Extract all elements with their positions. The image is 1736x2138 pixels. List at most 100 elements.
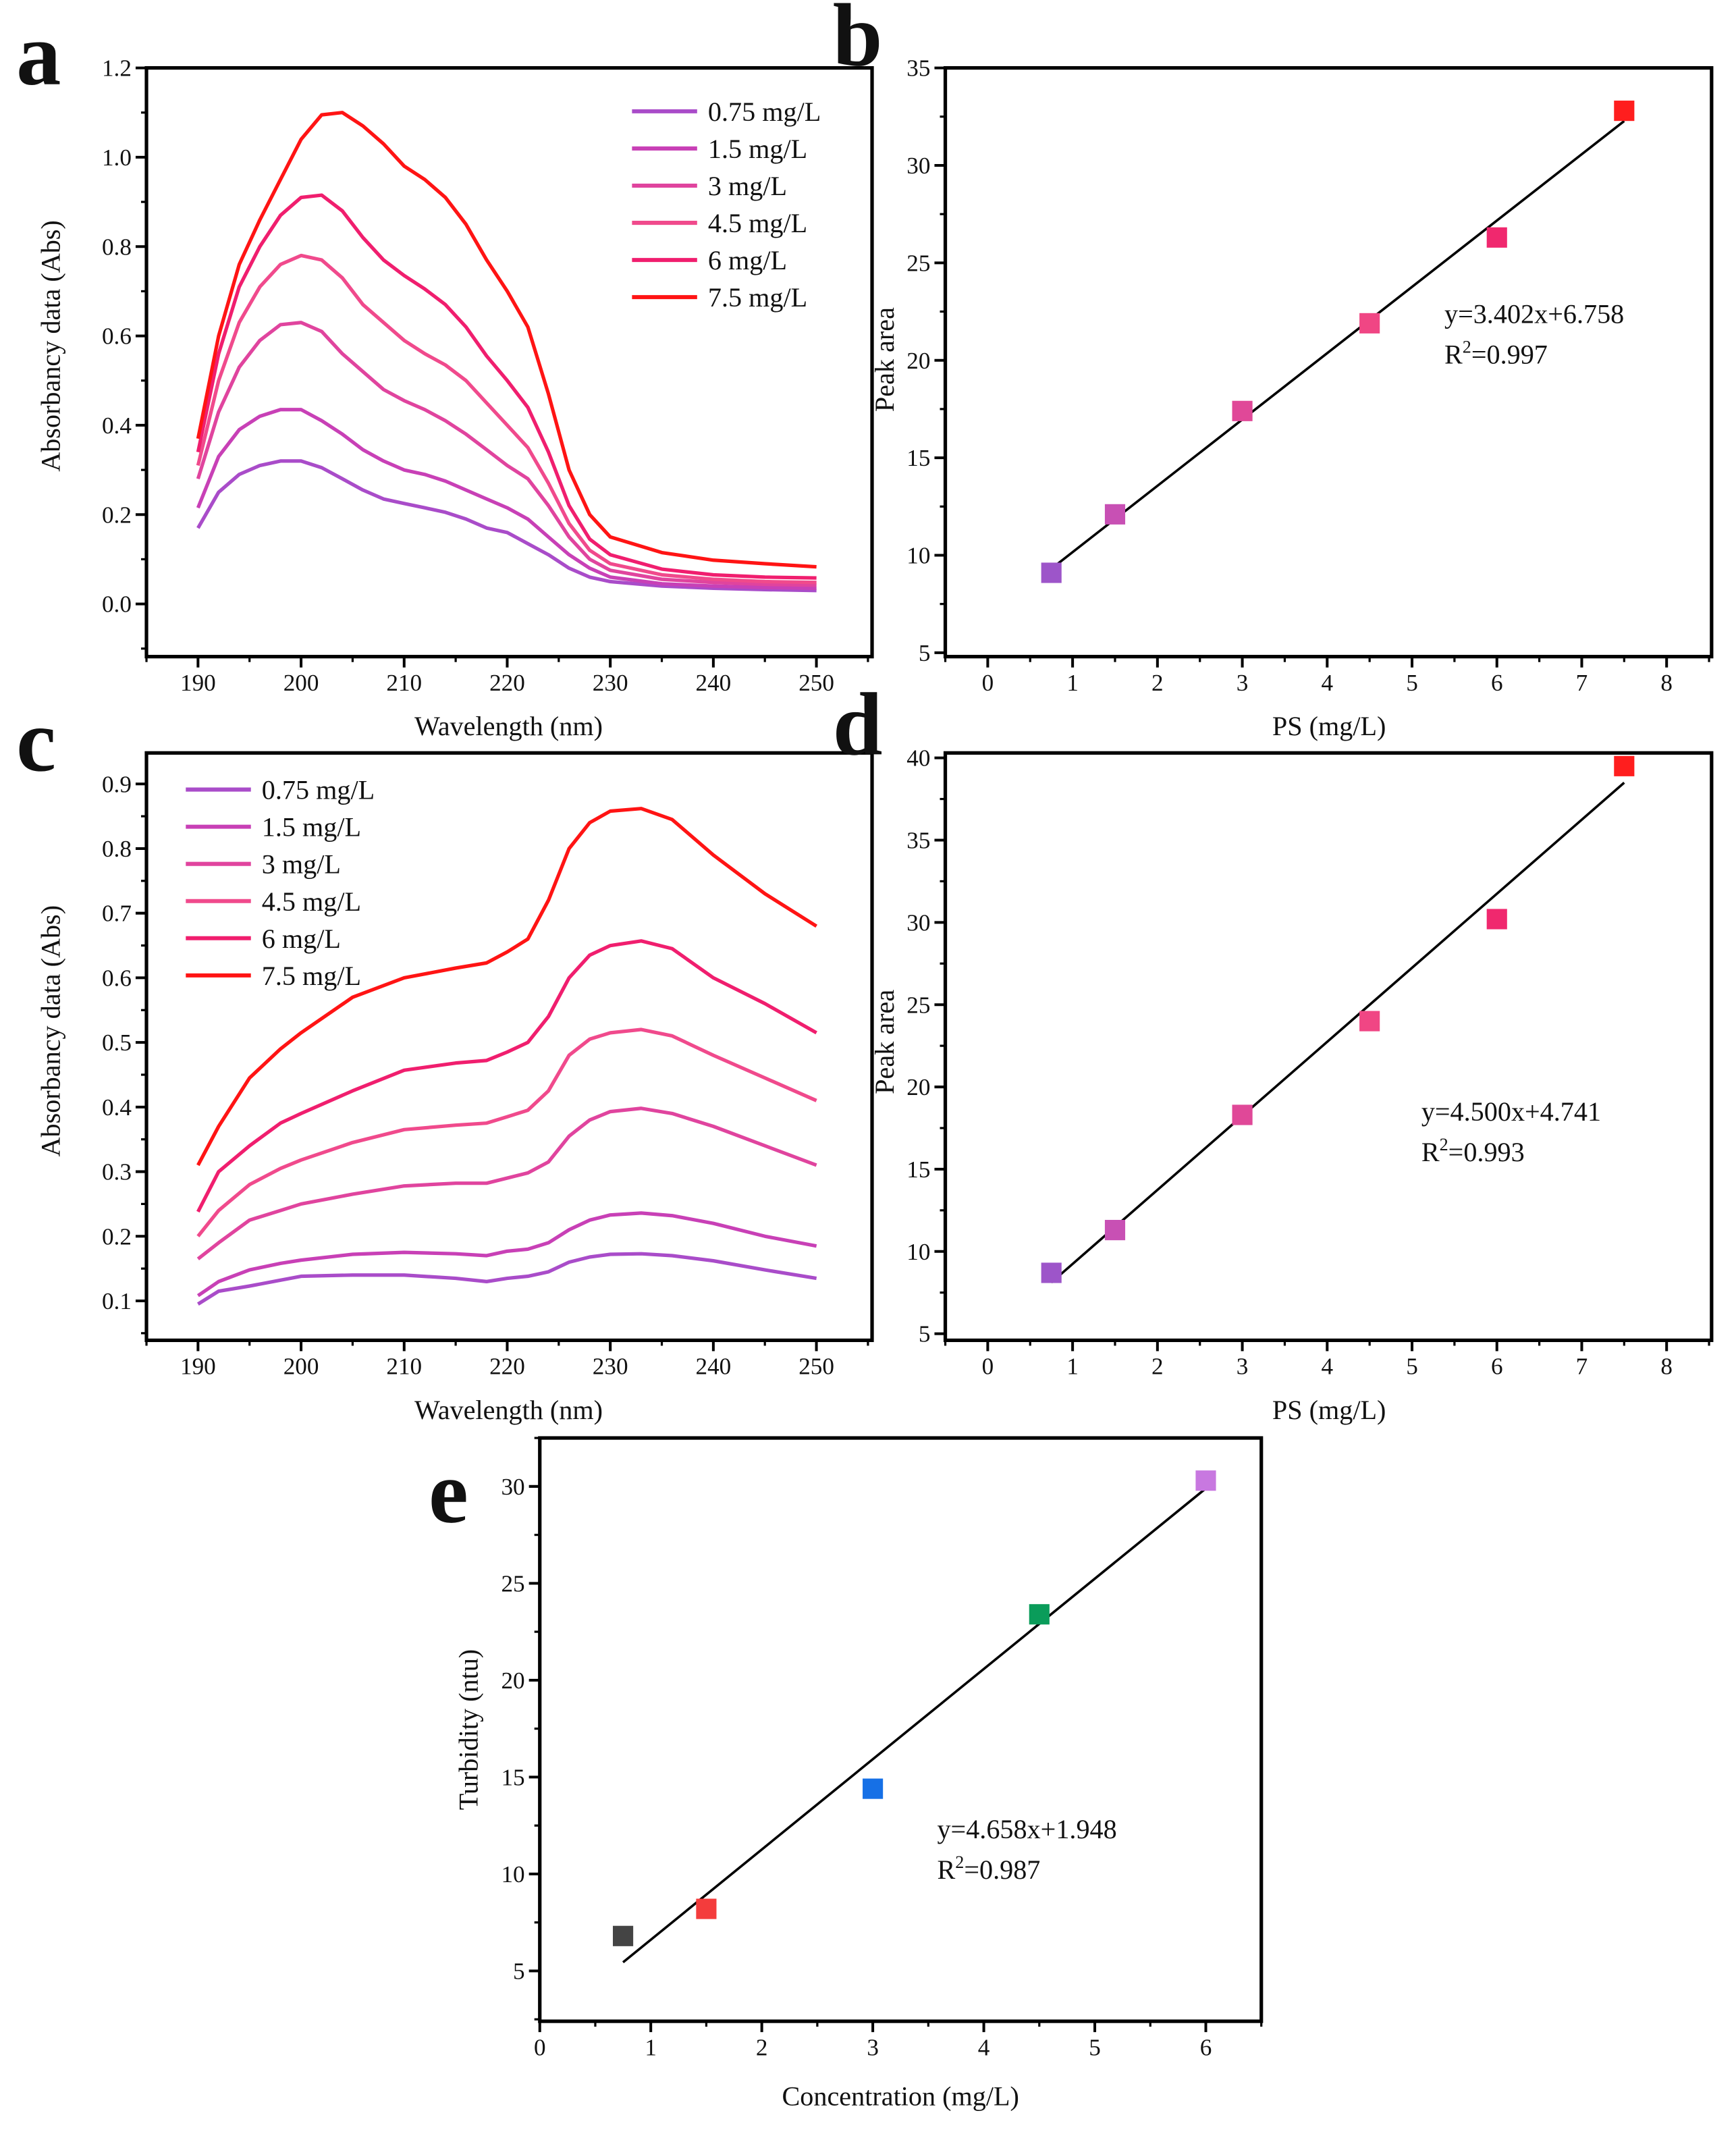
data-point	[1232, 400, 1253, 421]
legend-label: 1.5 mg/L	[708, 134, 807, 164]
plot-frame	[144, 65, 874, 659]
x-tick-label: 240	[696, 1354, 732, 1380]
legend-label: 0.75 mg/L	[708, 97, 821, 127]
data-point	[1029, 1604, 1050, 1625]
fit-equation: y=4.500x+4.741	[1421, 1096, 1601, 1127]
y-tick-label: 0.1	[102, 1288, 132, 1314]
plot-area	[196, 807, 818, 1306]
x-tick-label: 1	[645, 2034, 657, 2060]
x-tick-label: 0	[982, 1354, 994, 1380]
r2-label: R	[1421, 1137, 1440, 1167]
panel-letter: e	[429, 1443, 468, 1542]
fit-equation: y=4.658x+1.948	[937, 1814, 1116, 1844]
r2-label: R	[1444, 340, 1463, 370]
x-tick-label: 1	[1066, 670, 1079, 696]
fit-equation: y=3.402x+6.758	[1444, 298, 1624, 329]
series-line-7.5-mg-L	[196, 807, 818, 1167]
data-point	[696, 1898, 717, 1919]
y-tick-label: 5	[919, 1321, 931, 1347]
x-tick-label: 3	[1237, 670, 1249, 696]
x-tick-label: 5	[1406, 670, 1418, 696]
x-tick-label: 2	[756, 2034, 768, 2060]
data-point	[1359, 1011, 1380, 1032]
data-point	[863, 1778, 884, 1799]
data-point	[1104, 504, 1126, 525]
y-axis-label: Peak area	[869, 307, 900, 412]
panel-e: e 0 1 2 3 4 5 6 5 10 15 20 25 30 Concentration (mg/L) T…	[429, 1436, 1264, 2112]
y-tick-label: 10	[501, 1861, 524, 1888]
x-tick-label: 4	[1322, 1354, 1334, 1380]
y-axis-label: Absorbancy data (Abs)	[35, 905, 65, 1157]
x-tick-label: 210	[386, 1354, 422, 1380]
y-tick-label: 15	[501, 1764, 524, 1790]
x-tick-label: 210	[386, 670, 422, 696]
x-tick-label: 5	[1089, 2034, 1101, 2060]
x-axis-label: PS (mg/L)	[1272, 711, 1386, 741]
legend-label: 6 mg/L	[708, 245, 787, 275]
series-line-1.5-mg-L	[196, 408, 817, 590]
r2-sup: 2	[955, 1852, 964, 1872]
data-point	[1359, 313, 1380, 333]
panel-c: c 190 200 210 220 230 240 250 0.1 0.2 0.3 0.4 0.5 0.6…	[16, 691, 874, 1425]
legend-label: 3 mg/L	[708, 171, 787, 201]
panel-letter: a	[16, 5, 61, 104]
x-tick-label: 5	[1406, 1354, 1418, 1380]
y-tick-label: 20	[906, 348, 930, 374]
x-tick-label: 6	[1200, 2034, 1212, 2060]
y-tick-label: 30	[906, 909, 930, 936]
x-tick-label: 250	[798, 670, 834, 696]
x-tick-label: 230	[593, 670, 628, 696]
fit-line	[1050, 119, 1625, 570]
series-line-4.5-mg-L	[196, 1027, 817, 1237]
r-squared: R2=0.993	[1421, 1135, 1525, 1167]
series-line-0.75-mg-L	[196, 1252, 817, 1306]
data-point	[1041, 562, 1062, 583]
x-tick-label: 2	[1151, 1354, 1164, 1380]
x-tick-label: 190	[180, 670, 216, 696]
plot-area	[1041, 101, 1635, 583]
x-axis-label: Concentration (mg/L)	[782, 2081, 1019, 2112]
x-tick-label: 200	[283, 670, 319, 696]
x-tick-label: 3	[1237, 1354, 1249, 1380]
data-point	[613, 1925, 634, 1946]
y-tick-label: 1.0	[102, 144, 132, 171]
y-tick-label: 10	[906, 1239, 930, 1265]
panel-d: d 0 1 2 3 4 5 6 7 8 5 10 15 20 25 30 35 40 PS (mg/L) Peak a…	[833, 674, 1714, 1425]
panel-letter: d	[833, 674, 883, 774]
x-tick-label: 200	[283, 1354, 319, 1380]
series-line-4.5-mg-L	[196, 253, 817, 585]
x-tick-label: 0	[982, 670, 994, 696]
panel-letter: b	[833, 0, 883, 85]
y-tick-label: 0.6	[102, 323, 132, 350]
plot-area	[613, 1470, 1216, 1964]
plot-frame	[144, 751, 874, 1342]
data-point	[1486, 227, 1507, 248]
x-axis-label: PS (mg/L)	[1272, 1395, 1386, 1425]
series-line-6-mg-L	[196, 939, 817, 1213]
x-tick-label: 0	[534, 2034, 546, 2060]
y-tick-label: 15	[906, 445, 930, 471]
legend-label: 7.5 mg/L	[708, 282, 807, 313]
y-tick-label: 0.8	[102, 836, 132, 862]
x-tick-label: 220	[489, 670, 525, 696]
x-tick-label: 240	[696, 670, 732, 696]
y-tick-label: 35	[906, 828, 930, 854]
y-tick-label: 25	[906, 250, 930, 276]
plot-area	[1041, 755, 1635, 1284]
r-squared: R2=0.997	[1444, 338, 1548, 370]
r2-value: =0.993	[1448, 1137, 1525, 1167]
r2-sup: 2	[1440, 1135, 1448, 1154]
data-point	[1614, 755, 1635, 776]
legend-label: 3 mg/L	[262, 849, 341, 880]
y-tick-label: 30	[906, 153, 930, 179]
legend-label: 7.5 mg/L	[262, 961, 361, 991]
series-line-0.75-mg-L	[196, 459, 817, 593]
y-tick-label: 0.9	[102, 771, 132, 797]
y-tick-label: 20	[501, 1667, 524, 1694]
plot-frame	[943, 65, 1714, 659]
y-tick-label: 0.8	[102, 234, 132, 260]
series-line-6-mg-L	[196, 193, 817, 580]
fit-line	[622, 1487, 1207, 1964]
x-tick-label: 4	[978, 2034, 990, 2060]
